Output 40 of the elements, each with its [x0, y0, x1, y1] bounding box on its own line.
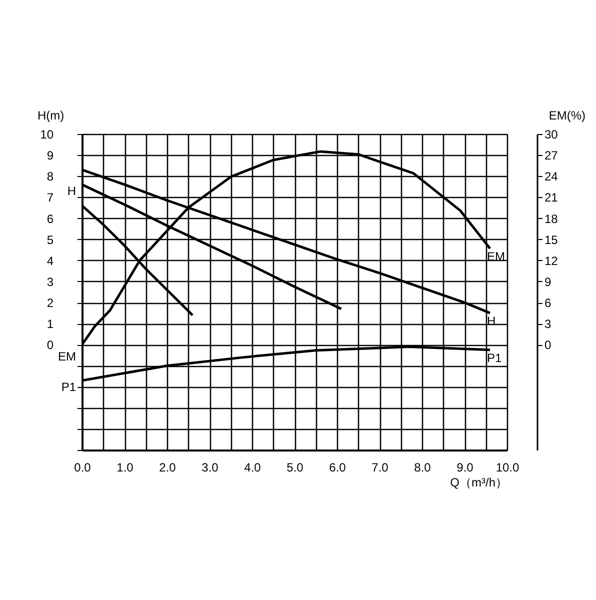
text: EM [58, 349, 76, 364]
text: H [67, 184, 76, 198]
y-tick-label: 3 [46, 274, 54, 289]
y-tick-label: 9 [46, 148, 54, 163]
x-tick-label: 6.0 [329, 460, 346, 474]
y2-tick-label: 27 [544, 148, 558, 163]
y-tick-label: 1 [46, 317, 54, 332]
y2-tick-label: 12 [544, 254, 558, 268]
x-tick-label: 8.0 [414, 460, 432, 474]
x-tick-label: 3.0 [202, 460, 219, 474]
y-tick-label: 7 [46, 190, 54, 205]
x-tick-label: 2.0 [159, 460, 176, 474]
y2-tick-label: 24 [544, 170, 558, 184]
x-tick-label: 0.0 [74, 460, 92, 474]
y-tick-label: 6 [46, 212, 54, 226]
y2-axis-title: EM(%) [548, 108, 586, 122]
y2-tick-label: 6 [544, 296, 552, 310]
text: P1 [61, 380, 76, 394]
y-tick-label: 8 [46, 170, 54, 184]
y-tick-label: 5 [46, 232, 54, 247]
y2-tick-label: 21 [544, 190, 558, 205]
y2-tick-label: 15 [544, 232, 558, 247]
x-tick-label: 5.0 [286, 460, 304, 474]
x-tick-label: 4.0 [244, 460, 262, 474]
x-tick-label: 1.0 [116, 460, 134, 474]
series-label: P1 [487, 350, 502, 365]
y-tick-label: 4 [46, 254, 54, 268]
y-axis-title: H(m) [38, 108, 64, 122]
y2-tick-label: 0 [544, 338, 552, 352]
x-tick-label: 9.0 [456, 460, 474, 474]
y-tick-label: 2 [46, 296, 54, 310]
y2-tick-label: 30 [544, 128, 558, 142]
y2-tick-label: 18 [544, 212, 558, 226]
y-tick-label: 0 [46, 338, 54, 352]
y2-tick-label: 3 [544, 317, 552, 332]
x-axis-title: Q（m³/h） [450, 476, 508, 490]
x-tick-label: 10.0 [496, 460, 520, 474]
y-tick-label: 10 [40, 128, 54, 142]
y2-tick-label: 9 [544, 274, 552, 289]
x-tick-label: 7.0 [372, 460, 389, 474]
